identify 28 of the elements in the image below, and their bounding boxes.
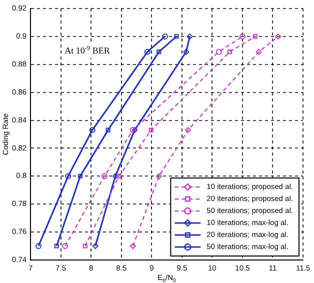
- point: [162, 33, 168, 40]
- point: [130, 243, 136, 250]
- point: [112, 173, 118, 180]
- point: [227, 50, 232, 54]
- point: [144, 48, 150, 55]
- point: [256, 48, 262, 55]
- point: [252, 34, 258, 39]
- point: [82, 244, 88, 248]
- point: [186, 33, 193, 40]
- point: [89, 127, 96, 134]
- point: [275, 33, 282, 40]
- point: [35, 243, 42, 250]
- point: [54, 244, 59, 248]
- point: [183, 48, 190, 55]
- point: [62, 243, 68, 250]
- point: [92, 243, 98, 250]
- point: [174, 34, 179, 39]
- point: [156, 173, 162, 180]
- point: [106, 128, 110, 132]
- point: [239, 33, 246, 40]
- point: [116, 174, 122, 178]
- point: [78, 174, 82, 178]
- point: [65, 173, 72, 180]
- point: [216, 48, 222, 55]
- point: [184, 127, 191, 134]
- point: [156, 50, 162, 54]
- point: [148, 128, 154, 132]
- point: [101, 173, 108, 180]
